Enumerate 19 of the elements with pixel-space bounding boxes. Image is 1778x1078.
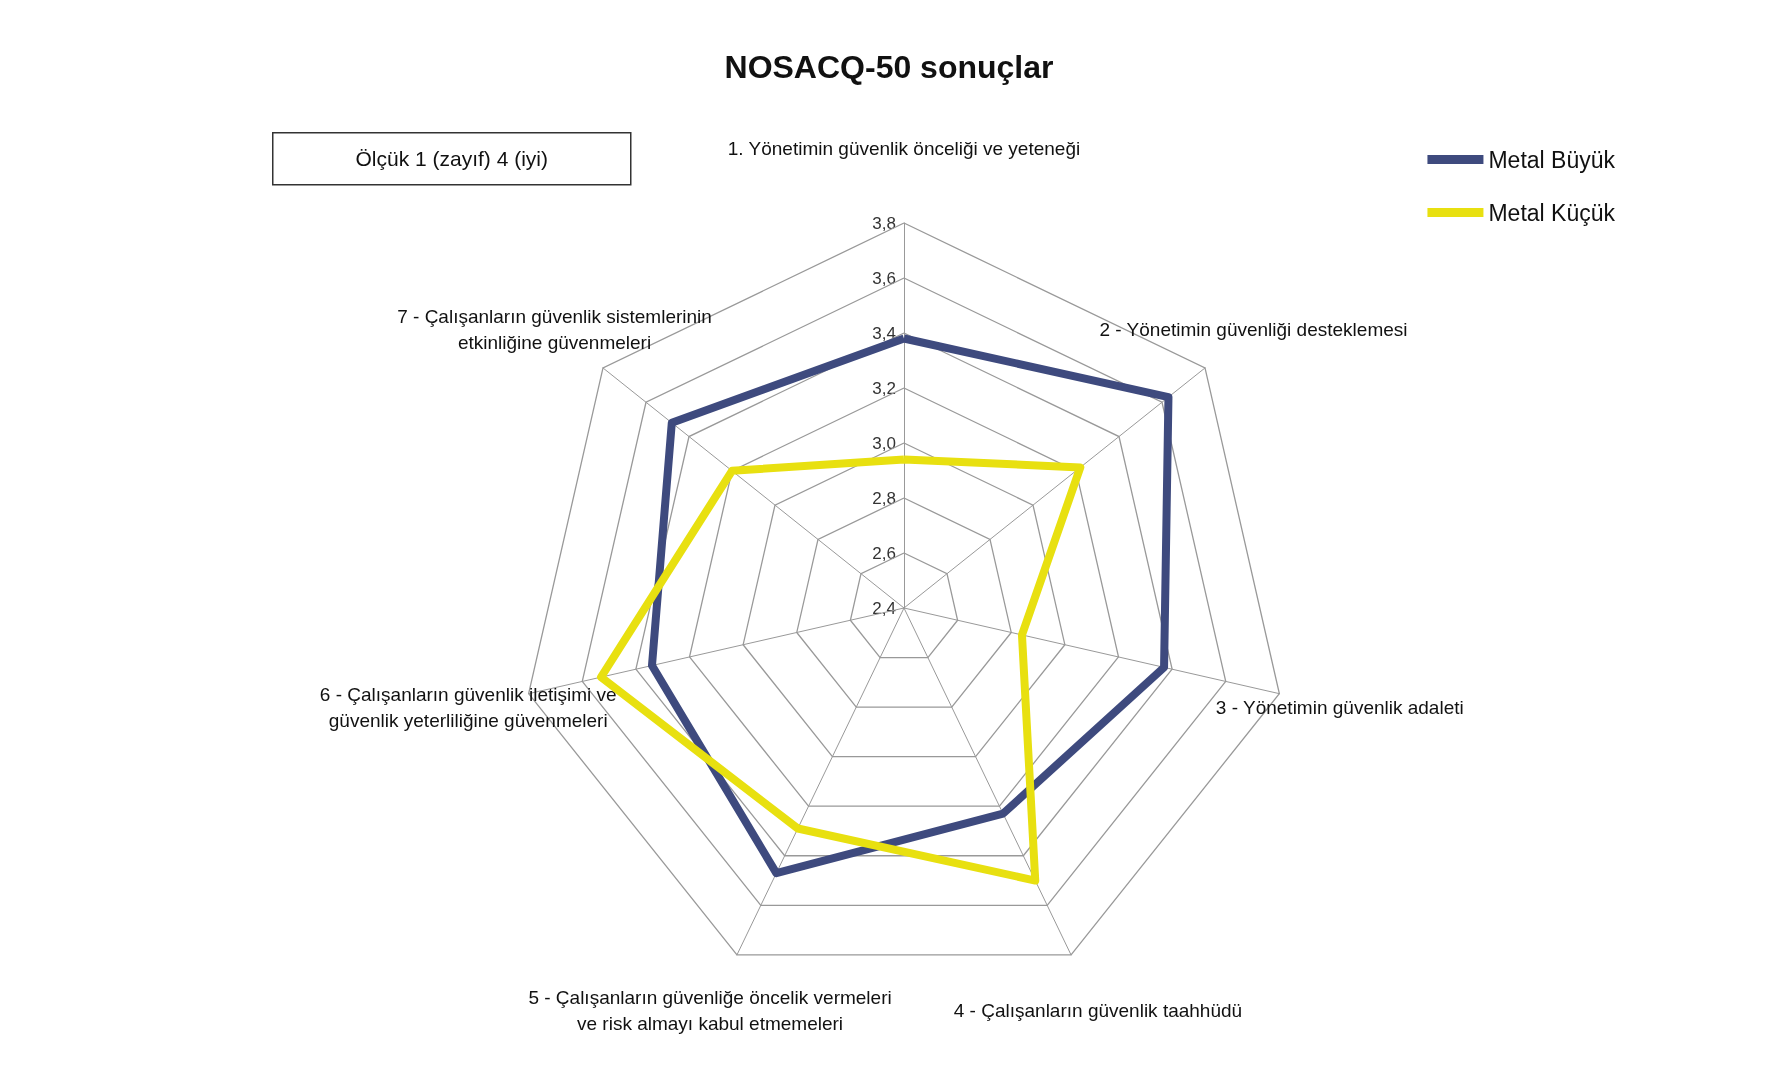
- spoke-label: 1. Yönetimin güvenlik önceliği ve yeteneği: [727, 137, 1081, 159]
- y-tick-label: 3,2: [872, 378, 896, 398]
- spoke-label: 7 - Çalışanların güvenlik sistemlerinin etkinliğine güvenmeleri: [397, 305, 712, 353]
- y-tick-label: 3,8: [872, 213, 896, 233]
- text: Ölçük 1 (zayıf) 4 (iyi): [355, 147, 549, 171]
- spoke-label: 2 - Yönetimin güvenliği desteklemesi: [1099, 318, 1408, 340]
- y-tick-label: 3,4: [872, 323, 896, 343]
- spoke-label: 6 - Çalışanların güvenlik iletişimi ve güvenlik yeterliliğine güvenmeleri: [319, 683, 617, 731]
- y-tick-label: 2,4: [872, 598, 896, 618]
- y-tick-label: 3,0: [872, 433, 896, 453]
- spoke-label: 5 - Çalışanların güvenliğe öncelik vermeleri ve risk almayı kabul etmemeleri: [528, 987, 892, 1035]
- y-tick-label: 3,6: [872, 268, 896, 288]
- legend-label: Metal Küçük: [1488, 199, 1616, 226]
- chart-title: NOSACQ-50 sonuçlar: [724, 49, 1054, 85]
- legend-label: Metal Büyük: [1488, 146, 1616, 173]
- spoke-label: 4 - Çalışanların güvenlik taahhüdü: [953, 1000, 1243, 1022]
- y-tick-label: 2,6: [872, 543, 896, 563]
- y-tick-label: 2,8: [872, 488, 896, 508]
- spoke-label: 3 - Yönetimin güvenlik adaleti: [1215, 696, 1464, 718]
